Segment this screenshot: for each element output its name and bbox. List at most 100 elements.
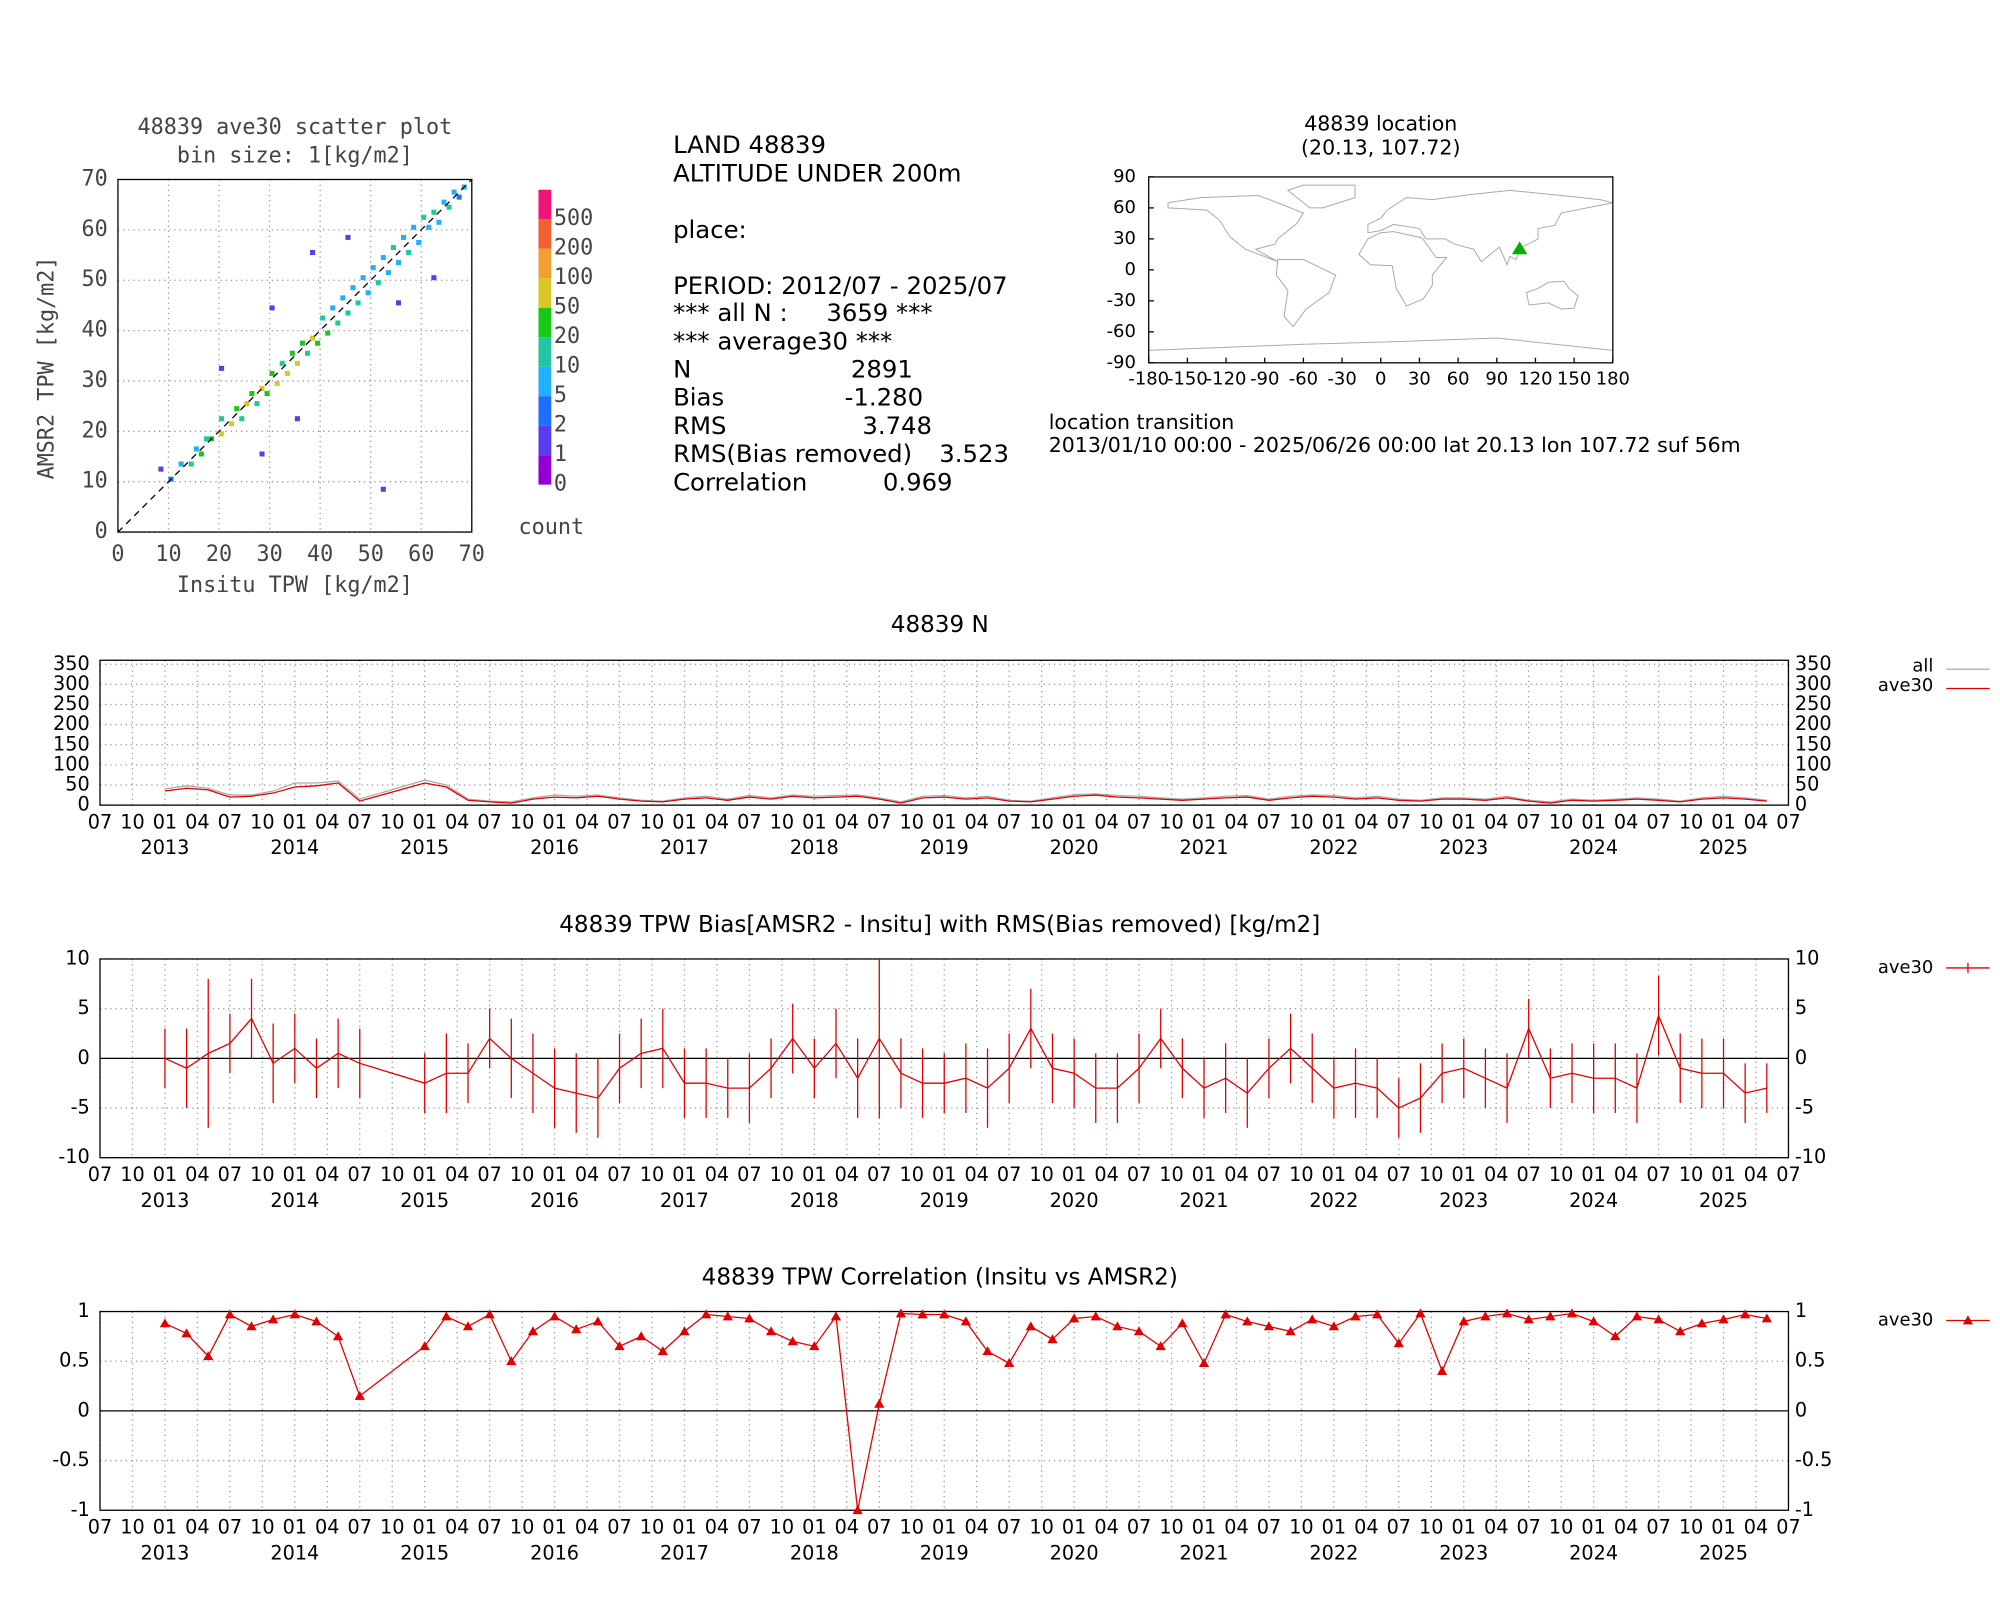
x-tick-label: 10 [1029, 1516, 1053, 1539]
x-tick-label: 07 [1257, 811, 1281, 834]
year-label: 2024 [1569, 836, 1618, 859]
year-label: 2021 [1180, 1541, 1229, 1564]
x-tick-label: 10 [1029, 1163, 1053, 1186]
colorbar-band [538, 396, 552, 426]
x-tick-label: 01 [932, 1516, 956, 1539]
y-tick-label-right: 100 [1795, 752, 1832, 775]
x-tick-label: 01 [932, 811, 956, 834]
stat-label: Bias [673, 383, 724, 412]
point-marker [1480, 1311, 1491, 1321]
x-tick-label: 07 [1127, 811, 1151, 834]
heat-cell [254, 401, 260, 407]
year-label: 2017 [660, 1541, 709, 1564]
point-marker [1285, 1326, 1296, 1336]
point-marker [787, 1336, 798, 1346]
y-tick-label: 60 [1113, 197, 1136, 218]
y-tick-label: 30 [1113, 228, 1136, 249]
heat-cell [436, 219, 442, 225]
year-label: 2018 [790, 1189, 839, 1212]
point-marker [1740, 1309, 1751, 1319]
point-marker [1675, 1326, 1686, 1336]
x-tick-label: 04 [575, 1163, 599, 1186]
heat-cell [304, 350, 311, 356]
stat-label: RMS(Bias removed) [673, 439, 912, 468]
year-label: 2020 [1050, 1189, 1099, 1212]
x-tick-label: 01 [412, 1516, 436, 1539]
point-marker [1198, 1358, 1210, 1368]
x-tick-label: 01 [542, 1163, 566, 1186]
y-tick-label: 0 [1124, 259, 1135, 280]
heat-cell [219, 416, 225, 422]
x-tick-label: 01 [1322, 811, 1346, 834]
x-tick-label: 04 [185, 1163, 209, 1186]
point-marker [982, 1346, 993, 1356]
x-tick-label: 04 [445, 1516, 469, 1539]
x-tick-label: 01 [153, 811, 177, 834]
heat-cell [310, 250, 316, 256]
x-tick-label: 10 [380, 1163, 404, 1186]
heat-cell [198, 451, 204, 457]
x-tick-label: 07 [867, 1516, 891, 1539]
year-label: 2019 [920, 1189, 969, 1212]
point-marker [181, 1328, 192, 1338]
x-tick-label: 04 [964, 811, 988, 834]
point-marker [636, 1331, 647, 1341]
point-marker [1220, 1309, 1231, 1319]
x-tick-label: 10 [770, 1163, 794, 1186]
year-label: 2024 [1569, 1541, 1618, 1564]
x-tick-label: 01 [672, 1516, 696, 1539]
y-tick-label: 50 [65, 773, 89, 796]
y-tick-label: 300 [53, 672, 90, 695]
x-tick-label: 07 [737, 811, 761, 834]
point-marker [549, 1311, 560, 1321]
colorbar-label: 0 [554, 472, 567, 497]
stat-value: 2891 [851, 355, 913, 384]
year-label: 2017 [660, 836, 709, 859]
point-marker [354, 1390, 365, 1400]
x-tick-label: 07 [1776, 1516, 1800, 1539]
legend-label: ave30 [1878, 957, 1933, 978]
heat-cell [249, 391, 255, 397]
y-tick-label-right: 150 [1795, 732, 1832, 755]
point-marker [1566, 1308, 1578, 1318]
x-tick-label: 07 [737, 1516, 761, 1539]
point-marker [1112, 1321, 1123, 1331]
point-marker [1328, 1321, 1340, 1331]
y-tick-label: 90 [1113, 166, 1136, 187]
x-tick-label: 04 [445, 1163, 469, 1186]
x-tick-label: 04 [1614, 1516, 1638, 1539]
year-label: 2015 [400, 1541, 449, 1564]
chart-title: 48839 ave30 scatter plot [138, 115, 453, 140]
x-tick-label: 01 [1062, 1516, 1086, 1539]
point-marker [1242, 1316, 1253, 1326]
point-marker [1523, 1314, 1534, 1324]
point-marker [809, 1341, 820, 1351]
info-line: *** all N : 3659 *** [673, 298, 933, 327]
x-tick-label: 01 [1322, 1516, 1346, 1539]
x-tick-label: 01 [1192, 1163, 1216, 1186]
point-marker [268, 1314, 279, 1324]
x-tick-label: -90 [1250, 368, 1279, 389]
y-tick-label: 0 [78, 1046, 90, 1069]
year-label: 2015 [400, 836, 449, 859]
heat-cell [350, 285, 356, 291]
stat-value: 3.748 [862, 411, 932, 440]
point-marker [1436, 1366, 1448, 1375]
map-subtitle: (20.13, 107.72) [1301, 136, 1460, 160]
y-tick-label-right: -10 [1795, 1145, 1826, 1168]
year-label: 2025 [1699, 1189, 1748, 1212]
point-marker [1047, 1334, 1058, 1344]
heat-cell [431, 275, 437, 281]
location-note: 2013/01/10 00:00 - 2025/06/26 00:00 lat … [1049, 433, 1741, 457]
heat-cell [320, 315, 326, 321]
y-tick-label: 5 [78, 996, 90, 1019]
year-label: 2014 [270, 1189, 319, 1212]
x-tick-label: 07 [1257, 1516, 1281, 1539]
chart-subtitle: bin size: 1[kg/m2] [177, 143, 413, 168]
heat-cell [390, 244, 396, 250]
stat-value: 0.969 [883, 467, 953, 496]
x-tick-label: 04 [1224, 1516, 1248, 1539]
chart-title: 48839 TPW Correlation (Insitu vs AMSR2) [702, 1265, 1178, 1291]
x-tick-label: 10 [1679, 1516, 1703, 1539]
